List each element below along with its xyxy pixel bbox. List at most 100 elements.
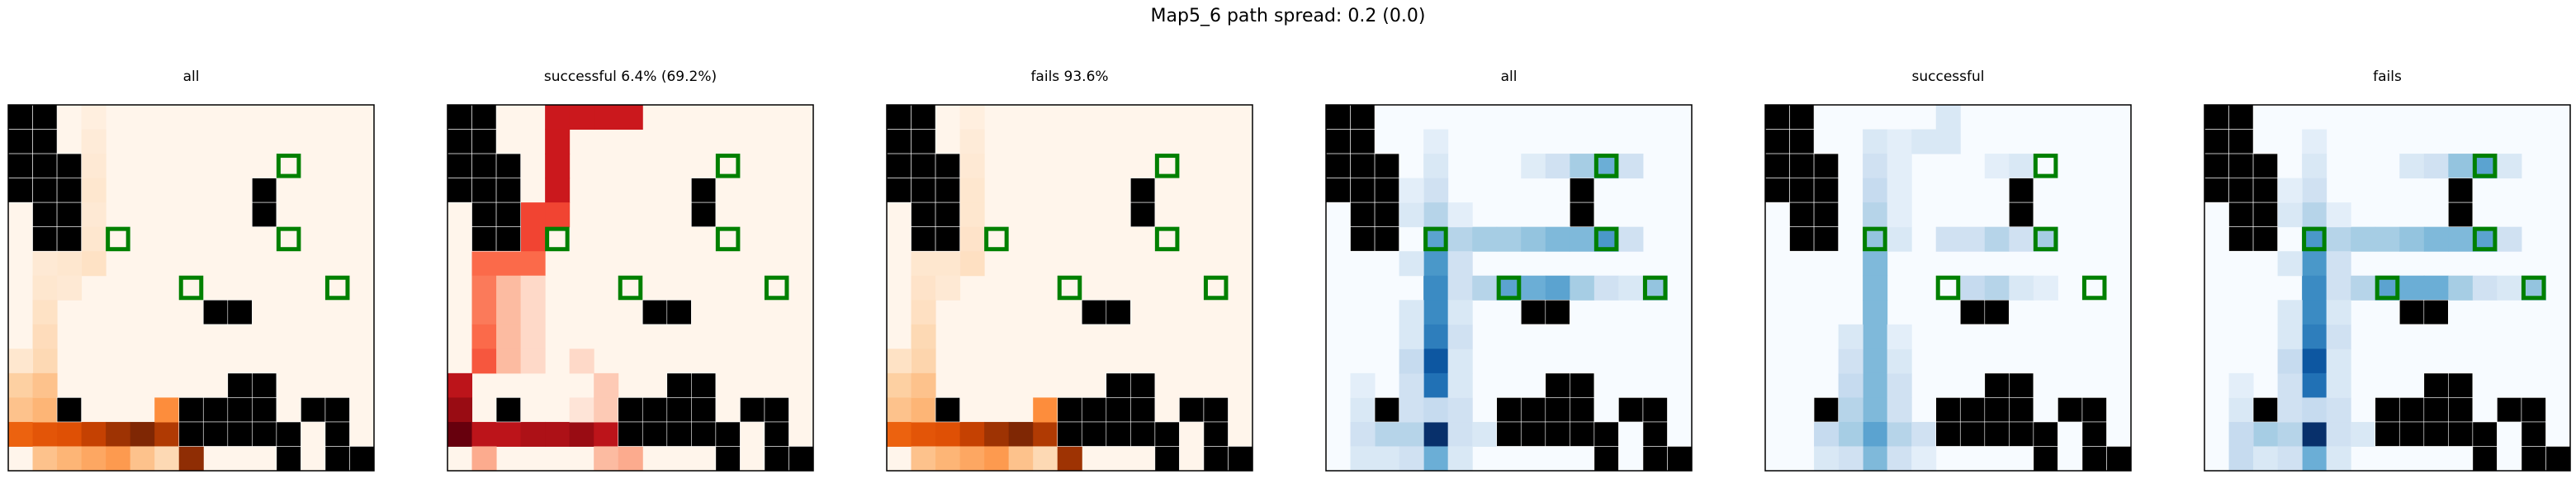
- goal-marker: [106, 226, 130, 252]
- heatmap-cell: [1887, 178, 1912, 203]
- obstacle-cell: [666, 372, 692, 398]
- obstacle-cell: [252, 372, 277, 398]
- heatmap-cell: [471, 275, 497, 301]
- heatmap-cell: [106, 446, 131, 472]
- heatmap-cell: [2009, 154, 2034, 179]
- obstacle-cell: [7, 153, 33, 178]
- heatmap-cell: [1496, 226, 1522, 252]
- heatmap-cell: [8, 372, 34, 398]
- obstacle-cell: [1130, 421, 1156, 447]
- obstacle-cell: [32, 129, 58, 154]
- heatmap-cell: [545, 129, 571, 154]
- obstacle-cell: [2106, 446, 2132, 472]
- goal-marker: [2521, 275, 2546, 301]
- heatmap-cell: [8, 397, 34, 423]
- obstacle-cell: [1667, 446, 1693, 472]
- heatmap-cell: [2326, 275, 2351, 301]
- heatmap-cell: [984, 446, 1010, 472]
- obstacle-cell: [740, 397, 765, 423]
- goal-marker: [178, 275, 204, 301]
- obstacle-cell: [642, 421, 668, 447]
- heatmap-panel-1: all: [7, 69, 375, 472]
- heatmap-cell: [1423, 275, 1449, 301]
- heatmap-cell: [1399, 251, 1424, 277]
- heatmap-cell: [1887, 372, 1912, 398]
- obstacle-cell: [1984, 397, 2010, 423]
- obstacle-cell: [2398, 397, 2425, 423]
- heatmap-cell: [1545, 275, 1570, 301]
- heatmap-cell: [935, 251, 961, 277]
- heatmap-cell: [81, 251, 107, 277]
- obstacle-cell: [252, 202, 277, 227]
- obstacle-cell: [2228, 178, 2254, 203]
- heatmap-cell: [1350, 372, 1376, 398]
- heatmap-cell: [618, 446, 643, 472]
- obstacle-cell: [2448, 397, 2474, 423]
- heatmap-cell: [1863, 129, 1888, 154]
- heatmap-cell: [471, 349, 497, 374]
- goal-marker: [1593, 154, 1619, 178]
- heatmap-cell: [1447, 324, 1473, 349]
- obstacle-cell: [349, 446, 375, 472]
- heatmap-cell: [2277, 300, 2303, 325]
- heatmap-cell: [911, 251, 936, 277]
- heatmap-cell: [911, 275, 936, 301]
- heatmap-cell: [1570, 226, 1595, 252]
- obstacle-cell: [1374, 397, 1399, 423]
- obstacle-cell: [471, 226, 497, 252]
- obstacle-cell: [32, 202, 58, 227]
- heatmap-cell: [1057, 446, 1082, 472]
- goal-marker: [1203, 275, 1229, 301]
- heatmap-cell: [569, 397, 594, 423]
- goal-marker: [2375, 275, 2400, 301]
- obstacle-cell: [178, 397, 204, 423]
- obstacle-cell: [2228, 153, 2254, 178]
- heatmap-cell: [1814, 446, 1840, 472]
- heatmap-cell: [2302, 154, 2327, 179]
- heatmap-cell: [154, 446, 180, 472]
- heatmap-cell: [32, 251, 58, 277]
- heatmap-cell: [2302, 446, 2327, 472]
- panel-title: all: [183, 69, 200, 85]
- heatmap-cell: [1423, 300, 1449, 325]
- goal-marker: [2472, 226, 2498, 252]
- heatmap-cell: [2302, 349, 2327, 374]
- obstacle-cell: [56, 153, 82, 178]
- obstacle-cell: [2423, 421, 2449, 447]
- obstacle-cell: [2009, 372, 2034, 398]
- heatmap-cell: [1863, 324, 1888, 349]
- obstacle-cell: [1203, 397, 1229, 423]
- obstacle-cell: [324, 421, 350, 447]
- obstacle-cell: [56, 178, 82, 203]
- heatmap-cell: [81, 446, 107, 472]
- obstacle-cell: [2204, 129, 2229, 154]
- obstacle-cell: [2228, 129, 2254, 154]
- heatmap-cell: [2228, 446, 2254, 472]
- obstacle-cell: [1593, 421, 1619, 447]
- heatmap-cell: [1447, 251, 1473, 277]
- heatmap-cell: [471, 300, 497, 325]
- obstacle-cell: [471, 178, 497, 203]
- heatmap-cell: [1447, 349, 1473, 374]
- heatmap-cell: [471, 446, 497, 472]
- heatmap-cell: [1838, 446, 1863, 472]
- goal-marker: [2033, 226, 2058, 252]
- obstacle-cell: [1106, 421, 1131, 447]
- heatmap-cell: [959, 446, 985, 472]
- obstacle-cell: [2204, 178, 2229, 203]
- goal-marker: [1642, 275, 1668, 301]
- obstacle-cell: [202, 421, 229, 447]
- heatmap-cell: [959, 105, 985, 130]
- obstacle-cell: [2081, 446, 2107, 472]
- obstacle-cell: [715, 446, 741, 472]
- heatmap-cell: [1033, 446, 1058, 472]
- obstacle-cell: [1570, 421, 1595, 447]
- obstacle-cell: [618, 397, 643, 423]
- heatmap-cell: [959, 154, 985, 179]
- obstacle-cell: [447, 129, 472, 154]
- obstacle-cell: [1350, 104, 1376, 130]
- heatmap-cell: [1350, 397, 1376, 423]
- heatmap-cell: [1447, 397, 1473, 423]
- obstacle-cell: [1545, 299, 1570, 325]
- obstacle-cell: [2472, 421, 2498, 447]
